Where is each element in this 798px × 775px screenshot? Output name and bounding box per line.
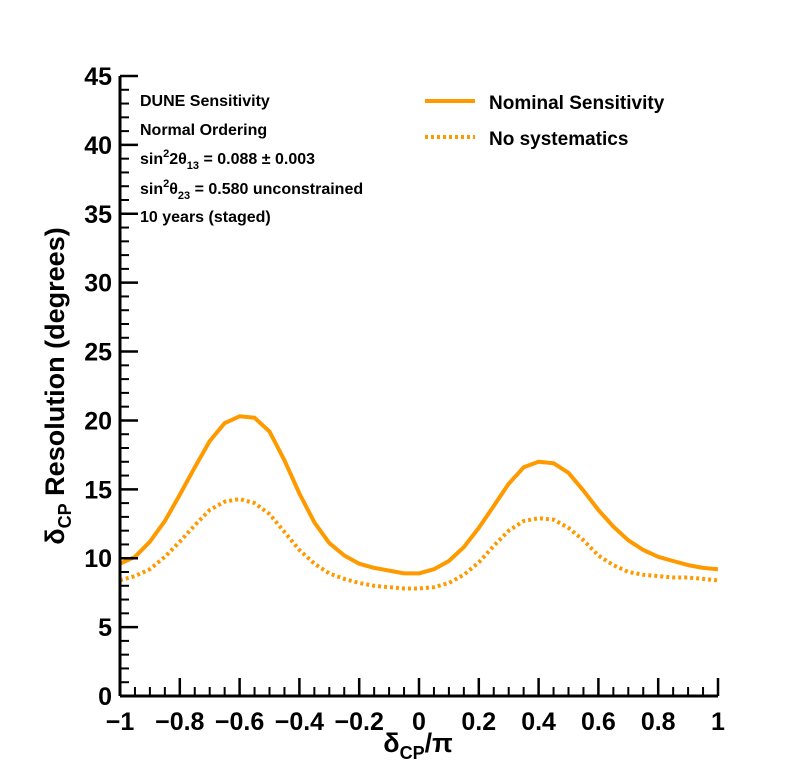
- y-tick-label: 5: [98, 614, 112, 642]
- x-tick-label: 0.8: [641, 708, 676, 736]
- x-tick-label: −1: [106, 708, 135, 736]
- tick-layer: −1 −0.8 −0.6 −0.4 −0.2 0 0.2 0.4 0.6 0.8 105101520…: [84, 63, 725, 736]
- series-layer: [119, 414, 719, 591]
- x-tick-label: 1: [711, 708, 725, 736]
- y-tick-label: 15: [84, 476, 112, 504]
- y-tick-label: 35: [84, 201, 112, 229]
- legend-label-nominal: Nominal Sensitivity: [489, 93, 665, 114]
- x-tick-label: 0: [412, 708, 426, 736]
- annotation-experiment: DUNE Sensitivity: [140, 93, 270, 110]
- x-tick-label: 0.2: [461, 708, 496, 736]
- annotation-block: DUNE Sensitivity Normal Ordering sin22θ1…: [140, 93, 363, 226]
- x-tick-label: −0.8: [155, 708, 204, 736]
- y-tick-label: 20: [84, 407, 112, 435]
- y-tick-label: 45: [84, 63, 112, 91]
- x-tick-label: −0.6: [215, 708, 264, 736]
- y-tick-label: 0: [98, 683, 112, 711]
- annotation-ordering: Normal Ordering: [140, 122, 267, 139]
- x-tick-label: 0.6: [581, 708, 616, 736]
- legend: Nominal Sensitivity No systematics: [425, 93, 665, 150]
- y-tick-label: 25: [84, 339, 112, 367]
- annotation-exposure: 10 years (staged): [140, 209, 271, 226]
- x-tick-label: −0.2: [335, 708, 384, 736]
- y-tick-label: 10: [84, 545, 112, 573]
- legend-label-no-systematics: No systematics: [489, 129, 628, 150]
- x-tick-label: −0.4: [275, 708, 324, 736]
- annotation-theta13: sin22θ13 = 0.088 ± 0.003: [140, 148, 315, 172]
- y-tick-label: 30: [84, 270, 112, 298]
- series-line-nominal-sensitivity: [119, 414, 719, 576]
- y-tick-label: 40: [84, 132, 112, 160]
- annotation-theta23: sin2θ23 = 0.580 unconstrained: [140, 178, 363, 202]
- y-axis-title: δCP Resolution (degrees): [40, 227, 75, 544]
- series-line-no-systematics: [119, 497, 719, 591]
- x-tick-label: 0.4: [521, 708, 556, 736]
